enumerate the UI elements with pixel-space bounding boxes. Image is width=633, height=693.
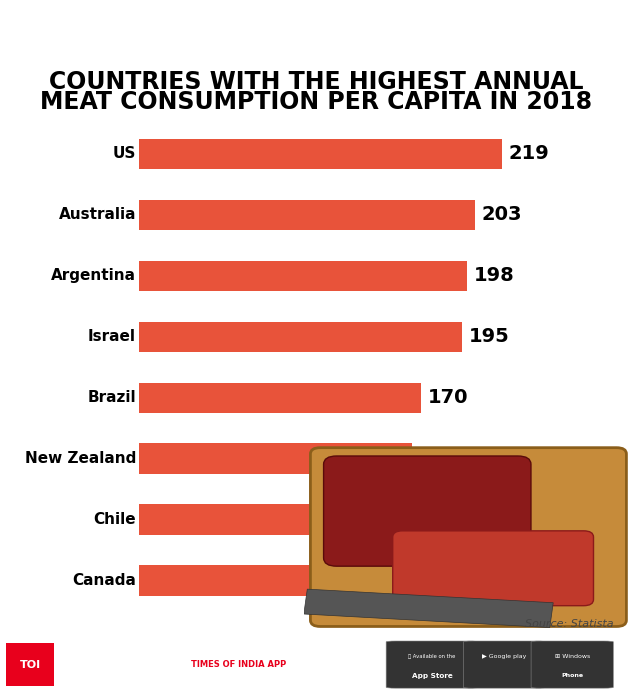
Bar (139, 505, 411, 535)
Text: Phone: Phone (561, 674, 583, 678)
Text: 195: 195 (468, 327, 510, 346)
Text: 170: 170 (427, 388, 468, 407)
FancyBboxPatch shape (531, 641, 613, 688)
Text: 203: 203 (482, 205, 522, 225)
Bar (139, 261, 467, 291)
Bar (139, 444, 413, 474)
FancyBboxPatch shape (463, 641, 546, 688)
Bar (139, 200, 475, 230)
FancyBboxPatch shape (386, 641, 478, 688)
Text: Brazil: Brazil (87, 390, 136, 405)
Text: New Zealand: New Zealand (25, 451, 136, 466)
FancyBboxPatch shape (392, 531, 594, 606)
Text: Chile: Chile (93, 512, 136, 527)
Text: 165: 165 (419, 449, 460, 468)
Text: FOR MORE  INFOGRAPHICS DOWNLOAD: FOR MORE INFOGRAPHICS DOWNLOAD (66, 660, 253, 669)
Text: Source: Statista: Source: Statista (525, 619, 614, 629)
Text: TOI: TOI (20, 660, 41, 669)
Text: ⊞ Windows: ⊞ Windows (555, 653, 590, 658)
FancyBboxPatch shape (6, 643, 54, 686)
Text: COUNTRIES WITH THE HIGHEST ANNUAL: COUNTRIES WITH THE HIGHEST ANNUAL (49, 70, 584, 94)
FancyBboxPatch shape (310, 448, 627, 626)
Text: Israel: Israel (88, 329, 136, 344)
Text: 164: 164 (417, 510, 458, 529)
Bar (139, 565, 391, 596)
Text: Canada: Canada (72, 573, 136, 588)
Text: 152: 152 (398, 571, 439, 590)
Text: App Store: App Store (411, 673, 453, 679)
Text: 198: 198 (473, 266, 515, 286)
Text: ▶ Google play: ▶ Google play (482, 653, 527, 658)
Text: ⭐ Available on the: ⭐ Available on the (408, 653, 456, 658)
Text: MEAT CONSUMPTION PER CAPITA IN 2018: MEAT CONSUMPTION PER CAPITA IN 2018 (41, 90, 592, 114)
Text: 219: 219 (508, 144, 549, 164)
Text: Australia: Australia (58, 207, 136, 222)
Text: TIMES OF INDIA APP: TIMES OF INDIA APP (191, 660, 286, 669)
Bar (139, 383, 421, 413)
Bar (139, 139, 502, 169)
Bar (304, 589, 553, 628)
Bar (139, 322, 462, 352)
Text: Argentina: Argentina (51, 268, 136, 283)
Text: US: US (113, 146, 136, 161)
FancyBboxPatch shape (323, 456, 531, 566)
